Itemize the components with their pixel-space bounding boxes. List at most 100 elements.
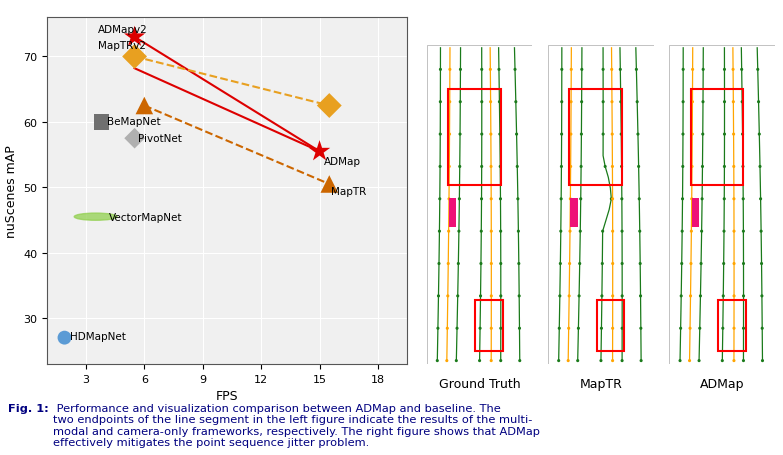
- Point: [615, 163, 628, 171]
- Point: [485, 260, 497, 268]
- Point: [493, 131, 506, 138]
- Point: [675, 293, 687, 300]
- Point: [633, 228, 646, 235]
- Point: [553, 325, 565, 332]
- Point: [727, 66, 739, 74]
- Point: [718, 228, 731, 235]
- Point: [676, 228, 688, 235]
- Point: [576, 66, 588, 74]
- Point: [615, 228, 628, 235]
- Point: [605, 196, 618, 203]
- Point: [727, 228, 740, 235]
- Point: [755, 228, 767, 235]
- Point: [474, 293, 487, 300]
- Point: [684, 293, 697, 300]
- Point: [696, 196, 709, 203]
- Point: [511, 163, 524, 171]
- Point: [615, 131, 627, 138]
- Point: [756, 293, 768, 300]
- Point: [564, 228, 576, 235]
- Point: [736, 131, 749, 138]
- Point: [677, 131, 689, 138]
- Point: [475, 228, 488, 235]
- Point: [687, 66, 699, 74]
- Point: [696, 163, 709, 171]
- Point: [434, 131, 446, 138]
- Point: [493, 99, 506, 106]
- Point: [474, 325, 486, 332]
- Point: [475, 131, 488, 138]
- Point: [443, 163, 456, 171]
- Point: [597, 99, 609, 106]
- Point: [616, 293, 629, 300]
- Text: VectorMapNet: VectorMapNet: [110, 212, 182, 222]
- Point: [128, 135, 141, 142]
- Point: [573, 260, 586, 268]
- Point: [441, 357, 453, 364]
- Point: [738, 293, 750, 300]
- Bar: [449, 198, 456, 227]
- Point: [718, 131, 731, 138]
- Point: [453, 196, 466, 203]
- Point: [572, 357, 584, 364]
- Point: [450, 357, 463, 364]
- Point: [58, 334, 70, 342]
- Point: [685, 196, 698, 203]
- Point: [475, 99, 488, 106]
- Point: [565, 66, 578, 74]
- Bar: [448, 90, 501, 186]
- Point: [444, 66, 456, 74]
- Point: [616, 260, 629, 268]
- Point: [752, 99, 765, 106]
- Point: [485, 99, 497, 106]
- Bar: [718, 300, 745, 351]
- Point: [594, 357, 607, 364]
- Point: [565, 131, 577, 138]
- Text: Fig. 1:: Fig. 1:: [8, 403, 49, 413]
- Text: BeMapNet: BeMapNet: [107, 117, 161, 127]
- Point: [727, 163, 740, 171]
- Point: [562, 325, 575, 332]
- Point: [474, 260, 487, 268]
- Point: [632, 131, 644, 138]
- Point: [614, 66, 626, 74]
- Point: [128, 34, 141, 41]
- Point: [676, 260, 688, 268]
- Point: [495, 357, 507, 364]
- X-axis label: FPS: FPS: [216, 389, 238, 402]
- Point: [737, 228, 749, 235]
- Point: [756, 260, 768, 268]
- Point: [454, 131, 467, 138]
- Point: [451, 325, 464, 332]
- Point: [634, 260, 647, 268]
- Point: [606, 196, 619, 203]
- Point: [513, 325, 525, 332]
- Point: [323, 103, 336, 110]
- Point: [554, 293, 566, 300]
- Point: [686, 99, 698, 106]
- Point: [454, 66, 467, 74]
- Point: [454, 99, 467, 106]
- Point: [684, 260, 697, 268]
- Point: [494, 228, 507, 235]
- Point: [434, 99, 446, 106]
- Point: [555, 131, 568, 138]
- Point: [717, 293, 730, 300]
- Point: [511, 196, 524, 203]
- Point: [605, 66, 618, 74]
- Point: [615, 357, 628, 364]
- Point: [737, 196, 749, 203]
- Point: [597, 66, 609, 74]
- Point: [606, 260, 619, 268]
- Text: Ground Truth: Ground Truth: [438, 378, 521, 391]
- Point: [485, 196, 497, 203]
- Point: [514, 357, 526, 364]
- Point: [574, 228, 586, 235]
- Point: [738, 260, 750, 268]
- Point: [565, 99, 577, 106]
- Point: [453, 228, 465, 235]
- Point: [511, 131, 523, 138]
- Point: [606, 228, 619, 235]
- Point: [573, 293, 586, 300]
- Point: [442, 293, 454, 300]
